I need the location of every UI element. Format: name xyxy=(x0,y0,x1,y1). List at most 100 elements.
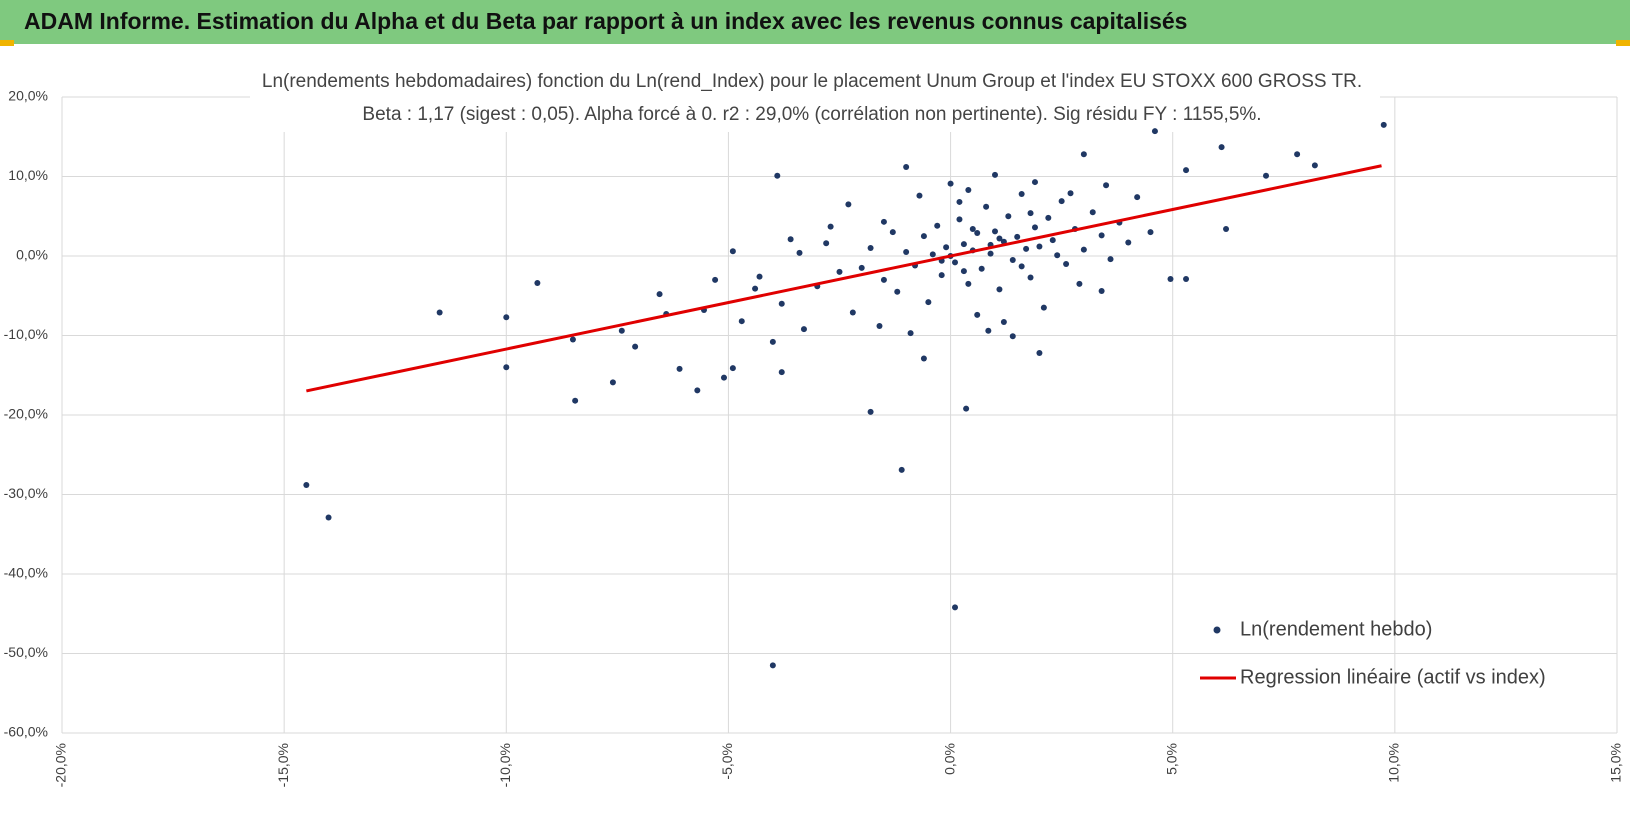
scatter-point xyxy=(325,514,332,521)
scatter-point xyxy=(778,369,785,376)
scatter-point xyxy=(876,322,883,329)
y-tick-label: -10,0% xyxy=(4,326,48,342)
scatter-point xyxy=(889,229,896,236)
scatter-point xyxy=(1009,256,1016,263)
legend-marker xyxy=(1213,626,1221,634)
x-tick-label: -10,0% xyxy=(497,743,513,787)
scatter-point xyxy=(974,311,981,318)
scatter-point xyxy=(694,387,701,394)
y-tick-label: -60,0% xyxy=(4,724,48,740)
scatter-point xyxy=(712,276,719,283)
scatter-point xyxy=(947,180,954,187)
scatter-point xyxy=(1063,260,1070,267)
scatter-point xyxy=(769,338,776,345)
scatter-point xyxy=(778,300,785,307)
scatter-point xyxy=(965,280,972,287)
scatter-point xyxy=(1018,263,1025,270)
scatter-point xyxy=(303,481,310,488)
scatter-point xyxy=(960,268,967,275)
scatter-point xyxy=(1103,182,1110,189)
scatter-point xyxy=(609,379,616,386)
scatter-point xyxy=(618,327,625,334)
scatter-point xyxy=(992,228,998,235)
scatter-point xyxy=(1223,225,1230,232)
scatter-point xyxy=(1027,274,1034,281)
scatter-point xyxy=(436,309,443,316)
scatter-point xyxy=(934,222,941,229)
scatter-point xyxy=(1218,144,1225,151)
scatter-point xyxy=(858,264,865,271)
chart-title: Ln(rendements hebdomadaires) fonction du… xyxy=(262,71,1362,92)
scatter-point xyxy=(1089,209,1096,216)
scatter-point xyxy=(849,309,856,316)
scatter-point xyxy=(569,336,576,343)
scatter-point xyxy=(925,299,932,306)
y-tick-label: 20,0% xyxy=(8,88,48,104)
scatter-point xyxy=(992,171,998,178)
regression-line xyxy=(306,164,1382,393)
scatter-point xyxy=(632,343,639,350)
scatter-point xyxy=(952,604,959,611)
scatter-point xyxy=(752,285,759,292)
scatter-point xyxy=(720,374,727,381)
scatter-point xyxy=(1058,198,1065,205)
scatter-point xyxy=(1183,276,1190,283)
scatter-point xyxy=(1014,233,1021,240)
x-tick-label: 5,0% xyxy=(1163,743,1179,775)
x-tick-label: 10,0% xyxy=(1386,743,1402,783)
scatter-point xyxy=(1036,349,1043,356)
y-tick-label: -30,0% xyxy=(4,485,48,501)
scatter-point xyxy=(1049,237,1056,244)
scatter-point xyxy=(938,272,945,279)
header-bar xyxy=(0,0,1630,44)
scatter-point xyxy=(963,405,970,412)
scatter-point xyxy=(1107,256,1114,263)
scatter-point xyxy=(996,286,1003,293)
scatter-point xyxy=(974,229,981,236)
scatter-point xyxy=(903,249,910,256)
scatter-point xyxy=(769,662,776,669)
scatter-point xyxy=(978,265,985,272)
scatter-point xyxy=(929,251,936,258)
scatter-point xyxy=(534,280,541,287)
scatter-point xyxy=(1005,213,1012,220)
scatter-point xyxy=(960,241,967,248)
scatter-point xyxy=(1018,190,1025,197)
scatter-point xyxy=(1080,151,1087,158)
scatter-point xyxy=(676,365,683,372)
scatter-point xyxy=(1023,245,1030,252)
scatter-point xyxy=(1183,167,1190,174)
scatter-point xyxy=(1000,318,1007,325)
y-tick-label: -50,0% xyxy=(4,644,48,660)
x-tick-label: -15,0% xyxy=(275,743,291,787)
scatter-point xyxy=(756,273,763,280)
scatter-point xyxy=(867,245,874,252)
scatter-point xyxy=(880,218,887,225)
scatter-point xyxy=(1031,224,1038,231)
scatter-point xyxy=(965,187,972,194)
y-tick-label: 10,0% xyxy=(8,167,48,183)
scatter-point xyxy=(1263,172,1270,179)
scatter-point xyxy=(880,276,887,283)
scatter-point xyxy=(920,233,927,240)
scatter-point xyxy=(572,397,579,404)
scatter-point xyxy=(903,163,910,170)
scatter-point xyxy=(1027,210,1034,217)
scatter-point xyxy=(827,223,834,230)
header-title: ADAM Informe. Estimation du Alpha et du … xyxy=(24,8,1187,34)
scatter-point xyxy=(729,248,736,255)
scatter-point xyxy=(956,198,963,205)
legend-label: Ln(rendement hebdo) xyxy=(1240,618,1432,640)
scatter-point xyxy=(907,330,914,337)
scatter-point xyxy=(656,291,663,298)
scatter-point xyxy=(1151,128,1158,135)
scatter-point xyxy=(952,259,959,266)
scatter-point xyxy=(836,268,843,275)
scatter-point xyxy=(738,318,745,325)
scatter-point xyxy=(1098,232,1105,239)
scatter-point xyxy=(774,172,781,179)
corner xyxy=(0,40,14,46)
scatter-point xyxy=(503,364,510,371)
scatter-point xyxy=(956,216,963,223)
scatter-point xyxy=(985,327,992,334)
